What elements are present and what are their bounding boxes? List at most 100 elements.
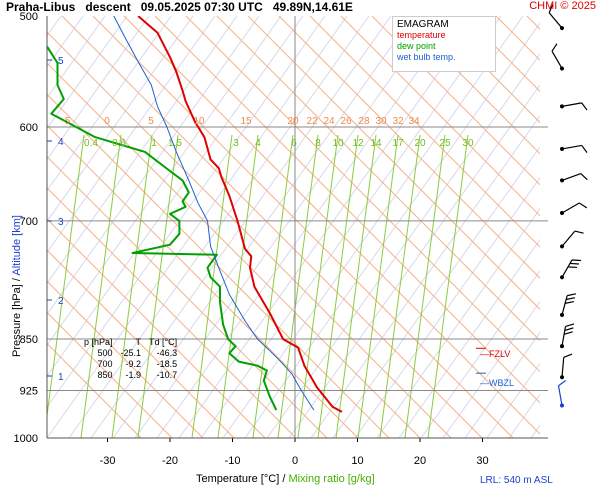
wind-barb-staff (561, 259, 573, 278)
background-isoline (464, 331, 540, 438)
table-cell: -9.2 (125, 359, 142, 369)
series-line-dew-point (47, 44, 278, 411)
wind-barb-staff (557, 385, 563, 406)
legend-title: EMAGRAM (397, 19, 449, 30)
x-tick-label: 0 (292, 455, 298, 467)
dry-adiabat-line (371, 16, 540, 186)
table-row: 700 -9.2 -18.5 (80, 359, 181, 370)
wind-barb-dot (560, 26, 564, 31)
dry-adiabat-line (47, 31, 452, 438)
background-isoline (178, 16, 480, 438)
wind-barb-flag (551, 43, 558, 52)
wind-barb-dot (560, 146, 564, 151)
dry-adiabat-line (47, 155, 328, 438)
dry-adiabat-label: 30 (375, 116, 387, 127)
mixing-ratio-line (137, 134, 179, 438)
mixing-ratio-label: 1 (151, 138, 157, 149)
x-axis-label-mixing: Mixing ratio [g/kg] (288, 473, 375, 485)
x-axis-label-temperature: Temperature [°C] (196, 473, 280, 485)
wind-barb-staff (561, 172, 581, 181)
wind-barb-flag (574, 230, 584, 234)
altitude-tick-label: 1 (58, 372, 64, 383)
dry-adiabat-line (433, 16, 540, 124)
wind-barb-dot (560, 210, 564, 215)
mixing-ratio-line (252, 134, 294, 438)
altitude-tick-label: 2 (58, 296, 64, 307)
wind-barb-flag (581, 102, 588, 111)
table-cell: -1.9 (125, 370, 142, 380)
copyright: CHMI © 2025 (529, 0, 596, 12)
dry-adiabat-label: 5 (148, 116, 154, 127)
wind-barb-flag (581, 145, 588, 153)
dry-adiabat-line (278, 16, 540, 279)
y-axis-label-pressure: Pressure [hPa] (11, 284, 23, 357)
fzlv-marker: — (480, 349, 489, 359)
table-header-row: p [hPa] T Td [°C] (80, 337, 181, 348)
altitude-tick-label: 3 (58, 217, 64, 228)
wind-barb (560, 259, 581, 280)
background-isoline (200, 16, 502, 438)
wind-barb-staff (551, 50, 563, 69)
series-line-temperature (137, 16, 343, 413)
mixing-ratio-label: 1.5 (168, 138, 182, 149)
background-isoline (47, 16, 238, 285)
dry-adiabat-line (558, 16, 600, 438)
dry-adiabat-line (92, 16, 514, 438)
mixing-ratio-line (80, 134, 122, 438)
mixing-ratio-line (277, 134, 319, 438)
background-isoline (68, 16, 370, 438)
wind-barb (560, 202, 588, 215)
wind-barb (560, 230, 584, 249)
mixing-ratio-line (47, 134, 85, 420)
background-isoline (310, 115, 540, 438)
legend-item-wet-bulb: wet bulb temp. (397, 52, 456, 62)
dry-adiabat-line (402, 16, 540, 155)
background-isoline (376, 207, 540, 438)
background-isoline (288, 84, 540, 438)
wind-barb-dot (560, 403, 564, 408)
wind-barb-dot (560, 275, 564, 280)
header-title: Praha-Libus descent 09.05.2025 07:30 UTC… (6, 0, 353, 14)
mixing-ratio-line (335, 134, 377, 438)
sounding-mode: descent (85, 0, 131, 14)
wind-barb-flag (571, 259, 581, 262)
dry-adiabat-line (309, 16, 540, 248)
table-cell: -10.7 (156, 370, 178, 380)
dry-adiabat-line (185, 16, 540, 373)
dry-adiabat-line (47, 62, 421, 438)
x-tick-label: 20 (414, 455, 426, 467)
wind-barb-flag (563, 353, 573, 358)
wind-barb-flag (569, 262, 579, 265)
mixing-ratio-label: 30 (462, 138, 474, 149)
dry-adiabat-line (47, 218, 266, 438)
background-isoline (354, 176, 540, 438)
wind-barb-dot (560, 312, 564, 317)
wind-barb-staff (561, 144, 582, 150)
mixing-ratio-label: 3 (233, 138, 239, 149)
table-row: 500 -25.1 -46.3 (80, 348, 181, 359)
wind-barb-flag (567, 293, 577, 297)
wind-barb (560, 323, 575, 349)
wind-barb-flag (565, 323, 575, 328)
background-isoline (156, 16, 458, 438)
wind-barb-flag (580, 173, 588, 181)
mixing-ratio-line (427, 134, 469, 438)
dry-adiabat-line (47, 311, 173, 438)
table-header-td: Td [°C] (149, 337, 178, 347)
wind-barb-flag (578, 202, 588, 209)
mixing-ratio-label: 20 (414, 138, 426, 149)
y-axis-label-altitude: Altitude [km] (11, 215, 23, 276)
wind-barb-staff (548, 12, 563, 29)
dry-adiabat-line (47, 124, 359, 438)
dry-adiabat-line (47, 342, 142, 438)
wind-barb (548, 4, 564, 31)
wbzl-label: —WBZL (480, 378, 514, 388)
wind-barb-dot (560, 244, 564, 249)
background-isoline (134, 16, 436, 438)
wind-barb-flag (567, 266, 577, 269)
wbzl-marker: — (480, 378, 489, 388)
y-axis-label: Pressure [hPa] / Altitude [km] (11, 191, 23, 381)
mixing-ratio-label: 14 (370, 138, 382, 149)
mixing-ratio-label: 25 (439, 138, 451, 149)
dry-adiabat-line (247, 16, 540, 311)
